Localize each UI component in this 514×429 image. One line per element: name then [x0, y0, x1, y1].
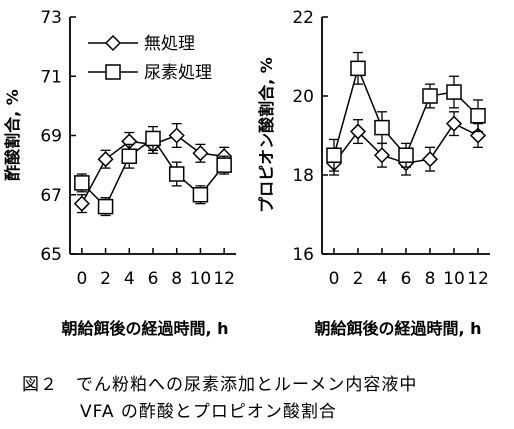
x-tick-label: 2 — [353, 269, 364, 289]
series-square — [74, 125, 232, 217]
data-point-diamond — [73, 195, 90, 212]
data-point-diamond — [168, 127, 185, 144]
x-tick-label: 2 — [100, 269, 111, 289]
y-tick-label: 65 — [40, 245, 62, 265]
data-point-diamond — [97, 151, 114, 168]
data-point-square — [192, 187, 209, 203]
data-point-diamond — [373, 147, 391, 164]
y-tick-label: 22 — [292, 8, 314, 28]
x-tick-label: 10 — [190, 269, 212, 289]
data-point-square — [470, 108, 486, 124]
x-tick-label: 0 — [329, 269, 340, 289]
data-point-diamond — [192, 145, 209, 162]
y-tick-label: 67 — [40, 186, 62, 206]
data-point-square — [121, 148, 138, 164]
data-point-square — [422, 88, 438, 104]
legend-label: 無処理 — [144, 34, 195, 54]
x-tick-label: 12 — [213, 269, 235, 289]
data-point-square — [74, 175, 90, 191]
x-axis-label: 朝給餌後の経過時間, h — [314, 319, 481, 338]
x-tick-label: 12 — [467, 269, 489, 289]
x-tick-label: 4 — [124, 269, 135, 289]
y-axis-label: 酢酸割合, % — [3, 89, 22, 181]
x-tick-label: 6 — [148, 269, 159, 289]
data-point-square — [446, 84, 462, 100]
y-tick-label: 71 — [40, 67, 62, 87]
legend-marker-diamond — [104, 34, 122, 52]
x-axis-label: 朝給餌後の経過時間, h — [61, 319, 228, 338]
x-tick-label: 8 — [425, 269, 436, 289]
data-point-square — [145, 130, 161, 147]
legend-marker-square — [105, 64, 121, 80]
data-point-square — [216, 157, 232, 173]
chart-panel-1: 65 67 69 71 73 0 2 4 6 8 10 12 朝給餌後の経過時間, h 酢酸割合, % 無処… — [3, 8, 236, 338]
x-tick-label: 10 — [443, 269, 465, 289]
data-point-diamond — [421, 151, 439, 168]
data-point-square — [398, 147, 414, 163]
y-tick-label: 18 — [292, 166, 314, 186]
y-tick-label: 69 — [40, 127, 62, 147]
figure-caption-line1: 図２ でん粉粕への尿素添加とルーメン内容液中 — [22, 375, 418, 395]
y-axis-label: プロピオン酸割合, % — [257, 57, 276, 213]
data-point-square — [326, 147, 342, 163]
y-tick-label: 20 — [292, 87, 314, 107]
data-point-square — [374, 119, 390, 136]
x-tick-label: 8 — [171, 269, 182, 289]
x-tick-label: 4 — [377, 269, 388, 289]
y-tick-label: 16 — [292, 245, 314, 265]
figure-caption-line2: VFA の酢酸とプロピオン酸割合 — [80, 402, 337, 422]
data-point-square — [168, 166, 185, 182]
chart-panel-2: 16 18 20 22 0 2 4 6 8 10 12 朝給餌後の経過時間, h プロピオン酸割合, % — [257, 8, 490, 338]
series-square — [326, 51, 486, 172]
x-tick-label: 0 — [76, 269, 87, 289]
data-point-diamond — [445, 115, 463, 132]
data-point-square — [350, 60, 366, 77]
data-point-square — [97, 198, 114, 215]
y-tick-label: 73 — [40, 8, 62, 28]
x-tick-label: 6 — [401, 269, 412, 289]
data-point-diamond — [349, 123, 367, 140]
legend-label: 尿素処理 — [144, 63, 212, 83]
